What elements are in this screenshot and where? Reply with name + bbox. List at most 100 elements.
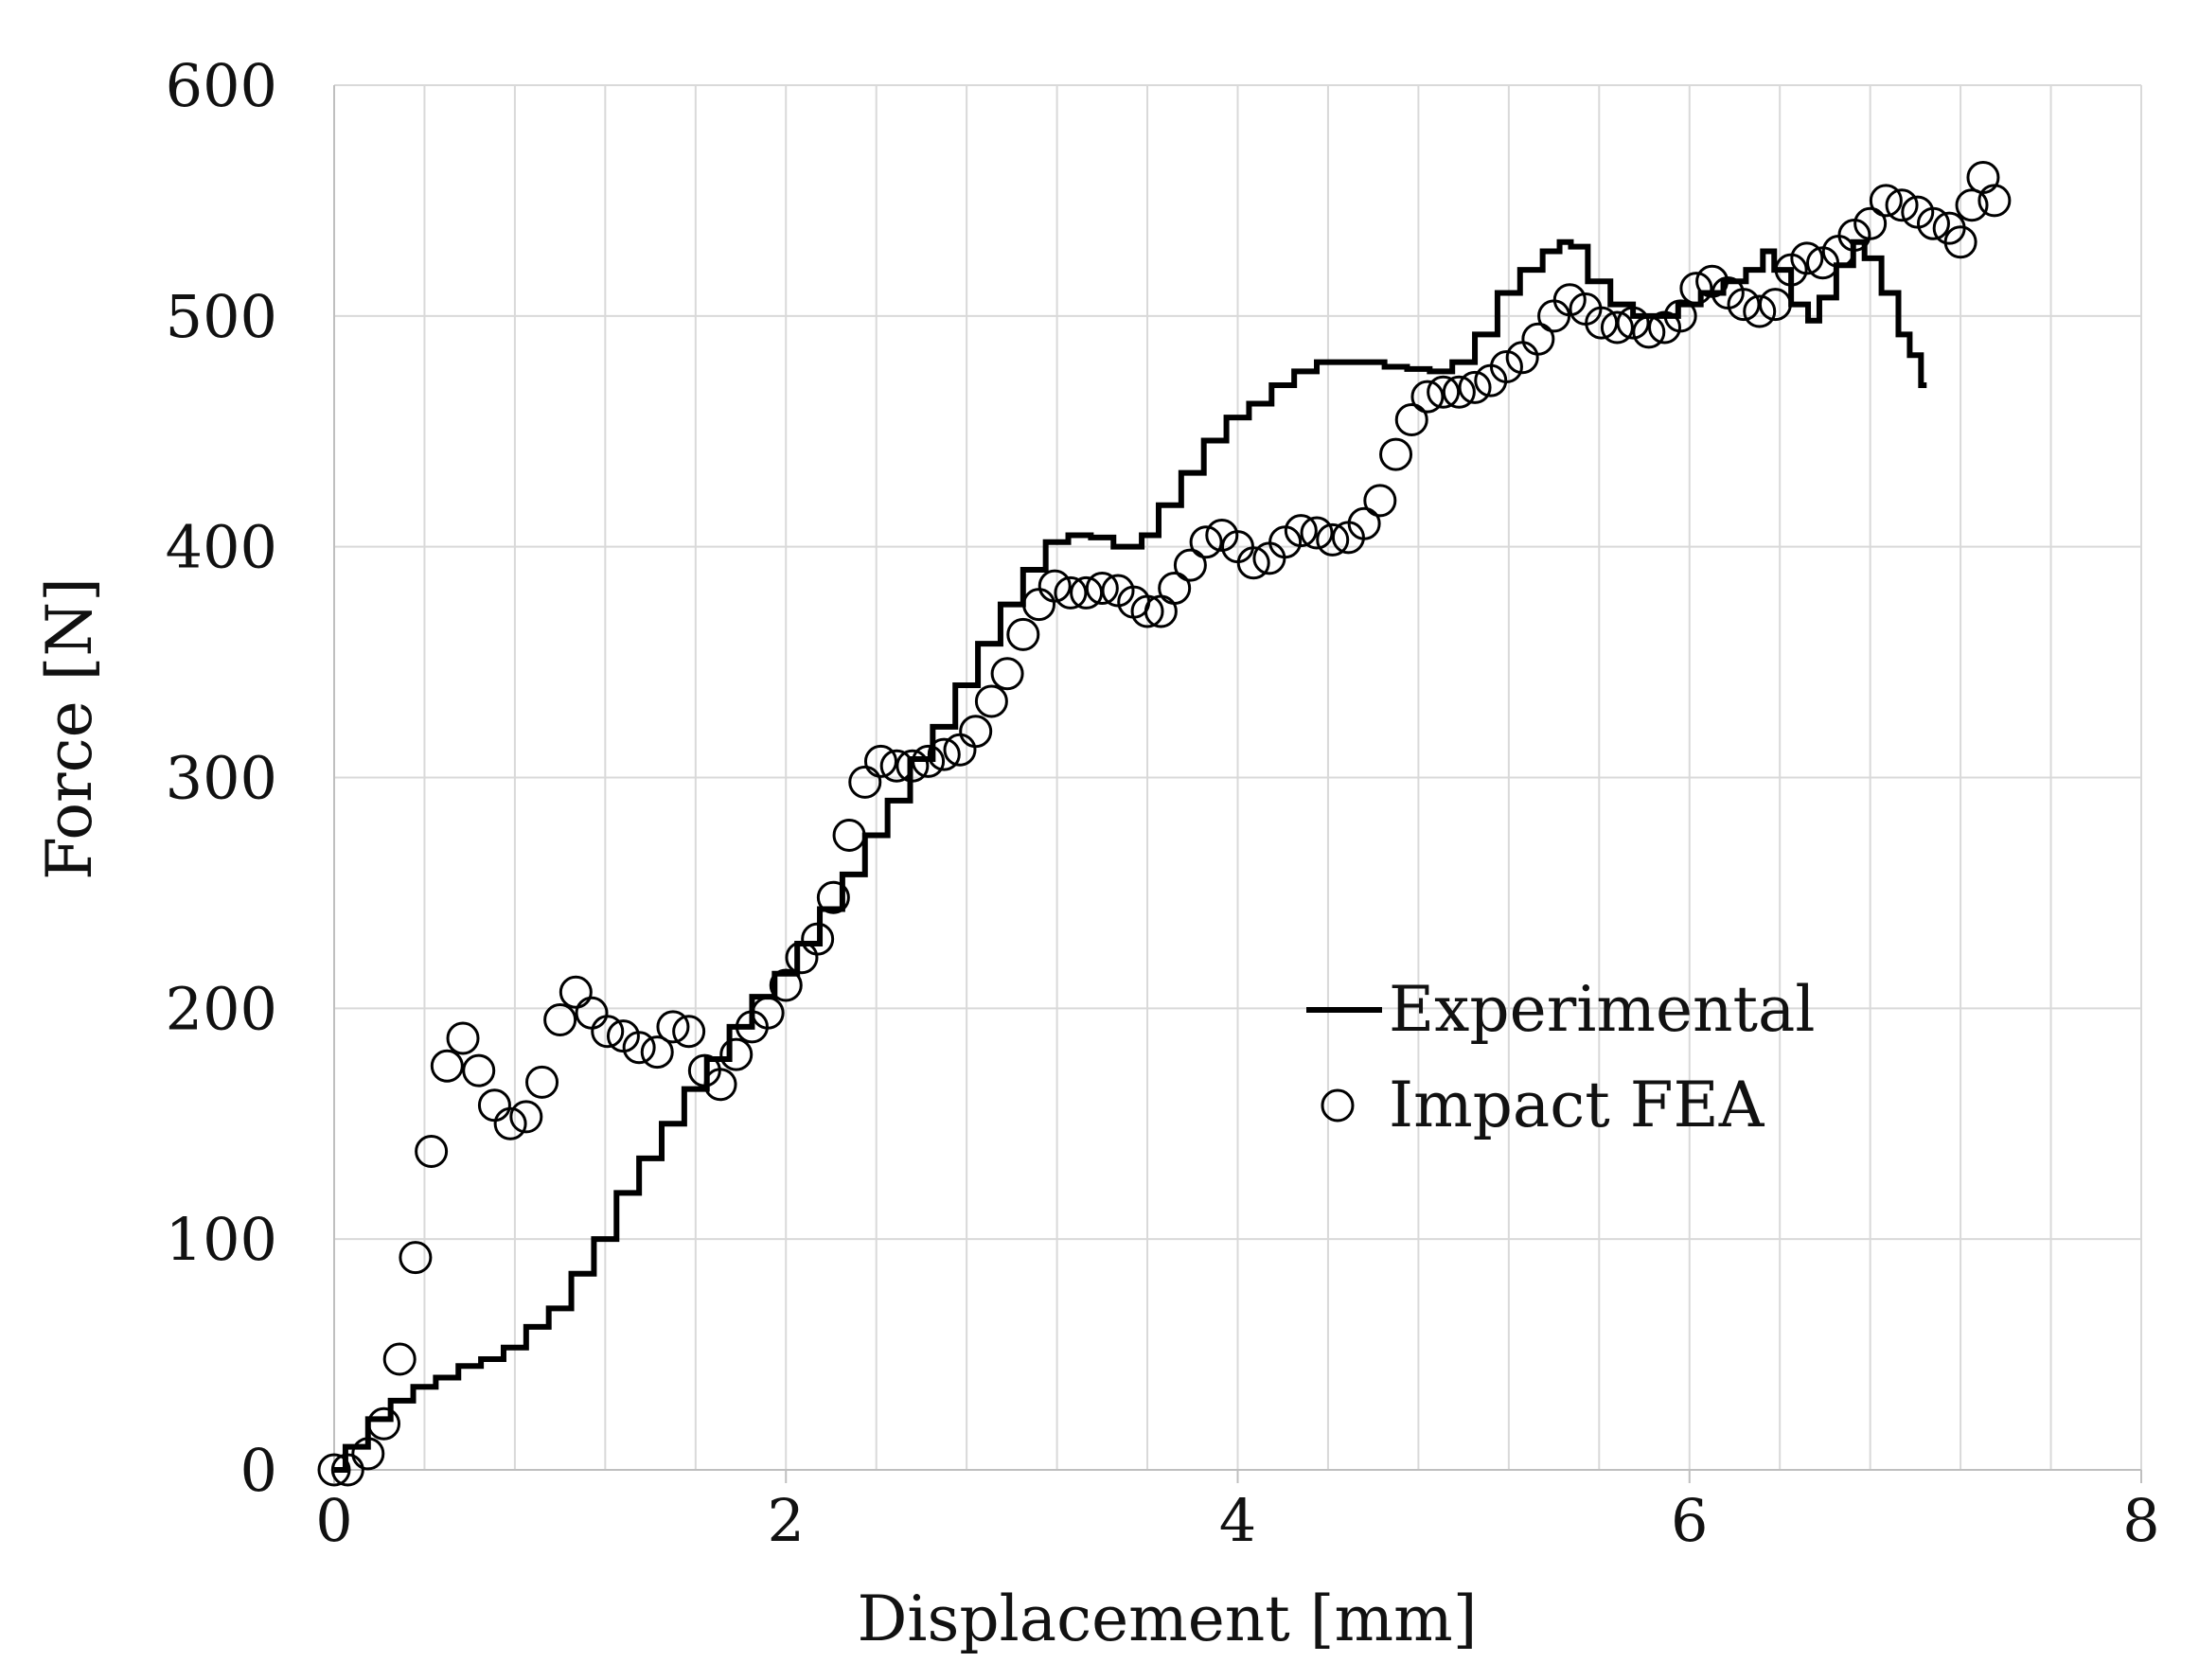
- impact-fea-point: [1284, 514, 1318, 548]
- impact-fea-point: [591, 1015, 625, 1049]
- y-tick-label: 100: [166, 1205, 277, 1274]
- impact-fea-point: [1943, 225, 1977, 259]
- impact-fea-point: [703, 1068, 737, 1102]
- impact-fea-point: [1236, 546, 1270, 580]
- impact-fea-point: [1173, 548, 1207, 582]
- impact-fea-point: [751, 996, 785, 1030]
- x-tick-label: 6: [1671, 1486, 1708, 1555]
- legend-experimental-label: Experimental: [1389, 973, 1816, 1046]
- experimental-series-line: [334, 239, 1927, 1473]
- tick-labels: 0 2 4 6 8 0 100 200 300 400 500 600: [166, 51, 2160, 1555]
- impact-fea-point: [912, 744, 946, 778]
- impact-fea-point: [927, 737, 961, 771]
- impact-fea-point: [399, 1241, 433, 1275]
- x-tick-label: 2: [768, 1486, 805, 1555]
- impact-fea-point: [366, 1406, 400, 1441]
- impact-fea-point: [1885, 188, 1919, 222]
- impact-fea-point: [462, 1053, 496, 1088]
- impact-fea-point: [1600, 310, 1634, 345]
- impact-fea-point: [317, 1453, 351, 1487]
- impact-fea-point: [974, 684, 1008, 718]
- x-tick-label: 4: [1219, 1486, 1256, 1555]
- impact-fea-point: [1458, 370, 1492, 404]
- impact-fea-point: [1158, 572, 1192, 606]
- impact-fea-point: [1316, 522, 1350, 557]
- y-tick-label: 0: [240, 1436, 277, 1505]
- legend: Experimental Impact FEA: [1306, 973, 1816, 1141]
- impact-fea-point: [1394, 403, 1428, 437]
- impact-fea-point: [1955, 188, 1989, 222]
- impact-fea-point: [1379, 437, 1413, 471]
- data-series: [317, 161, 2012, 1487]
- impact-fea-point: [1663, 299, 1697, 333]
- impact-fea-point: [1363, 484, 1397, 518]
- impact-fea-point: [430, 1049, 464, 1083]
- impact-fea-point: [672, 1015, 706, 1049]
- impact-fea-point: [801, 922, 835, 956]
- impact-fea-point: [1521, 322, 1555, 356]
- x-tick-label: 0: [315, 1486, 352, 1555]
- axes: [333, 85, 2142, 1483]
- x-tick-label: 8: [2122, 1486, 2159, 1555]
- impact-fea-point: [863, 744, 897, 778]
- impact-fea-point: [1442, 375, 1476, 409]
- impact-fea-point: [1758, 288, 1792, 322]
- impact-fea-point: [415, 1135, 449, 1169]
- impact-fea-point: [1743, 294, 1777, 328]
- impact-fea-point: [879, 749, 913, 783]
- impact-fea-point: [509, 1100, 543, 1134]
- impact-fea-point: [446, 1021, 480, 1055]
- y-tick-label: 200: [166, 974, 277, 1043]
- y-tick-label: 600: [166, 51, 277, 120]
- impact-fea-point: [1427, 375, 1461, 409]
- y-axis-title: Force [N]: [33, 577, 106, 880]
- impact-fea-point: [719, 1037, 754, 1071]
- y-tick-label: 400: [166, 513, 277, 582]
- impact-fea-point: [1189, 525, 1223, 559]
- impact-fea-point: [1977, 184, 2012, 218]
- impact-fea-point: [1037, 569, 1072, 603]
- impact-fea-point: [622, 1031, 656, 1065]
- impact-fea-point: [1869, 184, 1903, 218]
- y-tick-label: 300: [166, 744, 277, 813]
- impact-fea-point: [1300, 516, 1334, 550]
- impact-fea-point: [1130, 594, 1164, 628]
- legend-impact-fea-circle-icon: [1321, 1088, 1355, 1123]
- impact-fea-point: [990, 657, 1024, 691]
- y-tick-label: 500: [166, 282, 277, 351]
- impact-fea-point: [896, 749, 930, 783]
- impact-fea-point: [848, 765, 882, 799]
- impact-fea-point: [1616, 306, 1650, 340]
- impact-fea-point: [382, 1342, 417, 1376]
- impact-fea-point: [543, 1003, 577, 1037]
- impact-fea-point: [1070, 575, 1104, 610]
- impact-fea-point: [1790, 241, 1824, 275]
- impact-fea-point: [656, 1010, 690, 1044]
- impact-fea-point: [330, 1453, 364, 1487]
- impact-fea-point: [525, 1065, 559, 1099]
- impact-fea-point: [832, 818, 866, 852]
- impact-fea-point: [1347, 506, 1381, 540]
- impact-fea-point: [1632, 315, 1666, 349]
- impact-fea-point: [1489, 349, 1523, 383]
- impact-fea-point: [1410, 380, 1445, 414]
- impact-fea-point: [1085, 572, 1119, 606]
- impact-fea-point: [1552, 283, 1587, 317]
- gridlines: [334, 84, 2142, 1470]
- impact-fea-point: [351, 1437, 385, 1471]
- impact-fea-point: [559, 975, 593, 1009]
- legend-impact-fea-label: Impact FEA: [1389, 1069, 1765, 1141]
- impact-fea-point: [1054, 575, 1088, 610]
- impact-fea-point: [816, 880, 850, 914]
- impact-fea-point: [493, 1106, 527, 1141]
- impact-fea-point: [959, 715, 993, 749]
- x-axis-title: Displacement [mm]: [858, 1583, 1478, 1655]
- impact-fea-point: [769, 968, 803, 1002]
- impact-fea-point: [1006, 617, 1040, 651]
- impact-fea-point: [1679, 272, 1713, 306]
- impact-fea-point: [640, 1035, 674, 1070]
- impact-fea-point: [1916, 206, 1950, 240]
